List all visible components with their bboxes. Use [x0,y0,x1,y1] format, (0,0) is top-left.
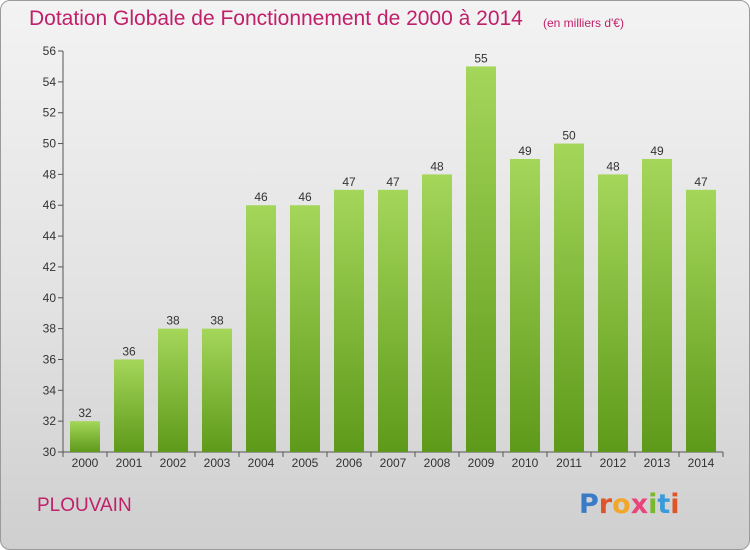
bar [554,143,584,453]
y-tick-label: 48 [43,167,57,181]
bar [246,205,276,452]
x-tick-label: 2003 [204,456,231,470]
data-label: 46 [298,190,312,204]
data-label: 49 [650,144,664,158]
data-label: 50 [562,129,576,143]
x-tick-label: 2009 [468,456,495,470]
y-tick-label: 54 [43,75,57,89]
x-tick-label: 2005 [292,456,319,470]
data-label: 47 [386,175,400,189]
logo-letter: r [598,489,613,520]
bar [334,189,364,453]
y-tick-label: 42 [43,260,57,274]
bar [158,328,188,452]
logo-letter: i [648,489,658,520]
x-tick-label: 2000 [72,456,99,470]
y-tick-label: 56 [43,44,57,58]
x-tick-label: 2007 [380,456,407,470]
data-label: 38 [166,314,180,328]
chart-unit: (en milliers d'€) [543,16,624,30]
logo-letter: P [579,489,599,520]
data-label: 48 [430,159,444,173]
x-tick-label: 2012 [600,456,627,470]
y-tick-label: 30 [43,445,57,459]
bars [70,66,716,453]
data-label: 55 [474,51,488,65]
data-label: 46 [254,190,268,204]
x-tick-label: 2008 [424,456,451,470]
logo-letter: i [670,489,680,520]
commune-name: PLOUVAIN [37,495,132,516]
bar [290,205,320,452]
data-label: 36 [122,344,136,358]
bar [378,189,408,453]
data-label: 49 [518,144,532,158]
y-tick-label: 46 [43,198,57,212]
data-label: 47 [694,175,708,189]
bar [202,328,232,452]
data-label: 47 [342,175,356,189]
bar [422,174,452,452]
x-tick-label: 2010 [512,456,539,470]
y-tick-label: 32 [43,414,57,428]
x-tick-label: 2004 [248,456,275,470]
y-tick-label: 50 [43,137,57,151]
y-tick-label: 36 [43,352,57,366]
y-tick-label: 52 [43,106,57,120]
y-tick-label: 38 [43,322,57,336]
logo-letter: o [612,489,631,520]
y-tick-label: 34 [43,383,57,397]
logo-letter: t [657,489,671,520]
x-tick-label: 2014 [688,456,715,470]
bar [642,158,672,452]
chart-title: Dotation Globale de Fonctionnement de 20… [29,7,523,30]
y-tick-label: 40 [43,291,57,305]
x-tick-label: 2013 [644,456,671,470]
bar [466,66,496,452]
x-tick-label: 2011 [556,456,582,470]
data-label: 48 [606,159,620,173]
bar [510,158,540,452]
value-labels: 32 36 38 38 46 46 47 47 48 55 49 50 48 49 47 [78,51,708,420]
data-label: 32 [78,406,92,420]
x-tick-label: 2001 [116,456,143,470]
bar [686,189,716,453]
data-label: 38 [210,314,224,328]
x-tick-label: 2002 [160,456,187,470]
proxiti-logo[interactable]: Proxiti [579,489,680,520]
bar [114,359,144,452]
bar [70,421,100,452]
logo-letter: x [630,489,649,520]
x-tick-label: 2006 [336,456,363,470]
y-tick-label: 44 [43,229,57,243]
bar [598,174,628,452]
